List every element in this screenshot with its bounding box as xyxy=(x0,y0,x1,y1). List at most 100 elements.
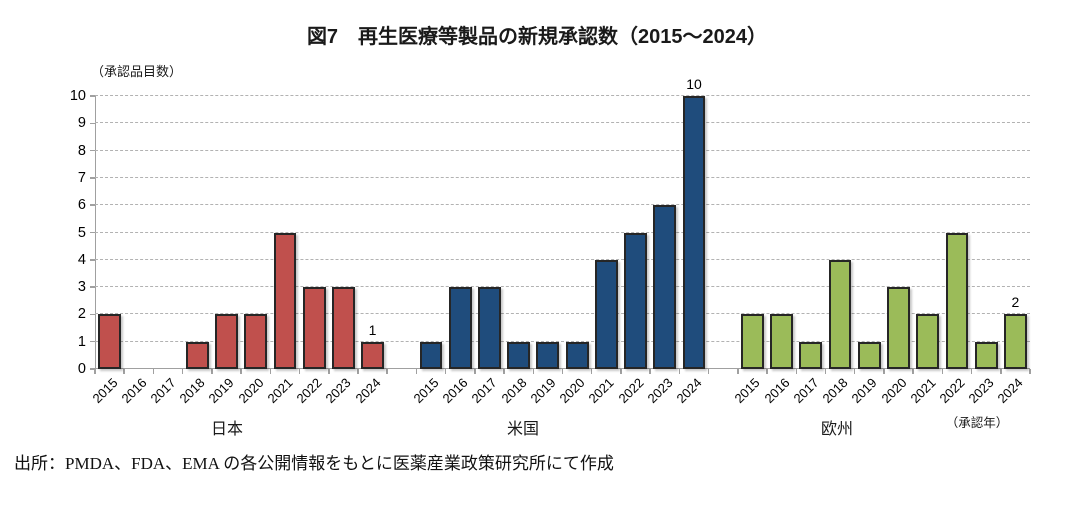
x-tick-mark xyxy=(795,369,797,374)
bar-usa-2020 xyxy=(565,341,589,369)
y-tick-label: 7 xyxy=(77,169,86,186)
bar-usa-2018 xyxy=(507,341,531,369)
gridline-y6 xyxy=(95,204,1030,206)
x-tick-mark xyxy=(1029,369,1031,374)
x-axis-line xyxy=(95,368,1030,369)
y-tick-label: 3 xyxy=(77,279,86,296)
gridline-y5 xyxy=(95,231,1030,233)
x-tick-mark xyxy=(94,369,96,374)
bar-usa-2022 xyxy=(624,232,647,369)
x-tick-mark xyxy=(620,369,622,374)
bar-europe-2017 xyxy=(799,341,823,369)
bar-europe-2021 xyxy=(916,314,940,369)
bar-europe-2023 xyxy=(974,341,998,369)
gridline-y7 xyxy=(95,176,1030,178)
gridline-y9 xyxy=(95,122,1030,124)
x-tick-mark xyxy=(649,369,651,374)
y-tick-mark xyxy=(90,313,95,316)
bar-usa-2021 xyxy=(594,259,618,369)
x-axis-category-labels: 2015 2016 2017 2018 2019 2020 2021 2022 2023 2024… xyxy=(89,371,1030,417)
x-tick-mark xyxy=(181,369,184,374)
bar-europe-2024 xyxy=(1003,314,1027,369)
x-tick-mark xyxy=(123,369,125,374)
x-tick-mark xyxy=(415,369,418,374)
y-tick-mark xyxy=(90,122,95,125)
x-tick-mark xyxy=(912,369,914,374)
group-label-europe: 欧州 xyxy=(820,421,854,438)
value-label-japan-2024: 1 xyxy=(368,321,377,338)
y-tick-mark xyxy=(90,259,95,261)
y-axis-tick-labels: 0 1 2 3 4 5 6 7 8 9 10 xyxy=(0,88,86,377)
bar-europe-2022 xyxy=(945,232,969,369)
bar-europe-2020 xyxy=(887,287,910,369)
x-tick-mark xyxy=(474,369,476,374)
x-tick-mark xyxy=(766,369,768,374)
plot-area: 1 10 2 xyxy=(90,76,1031,374)
x-tick-mark xyxy=(298,369,301,374)
x-tick-mark xyxy=(737,369,739,374)
bar-usa-2017 xyxy=(478,287,501,369)
y-tick-label: 2 xyxy=(77,306,86,323)
y-axis-line xyxy=(95,96,96,369)
y-tick-label: 10 xyxy=(69,88,86,104)
bar-europe-2019 xyxy=(857,341,881,369)
y-tick-mark xyxy=(90,231,95,234)
source-note: 出所：PMDA、FDA、EMA の各公開情報をもとに医薬産業政策研究所にて作成 xyxy=(14,454,614,473)
y-tick-mark xyxy=(90,149,95,152)
x-tick-mark xyxy=(590,369,593,374)
x-tick-mark xyxy=(152,369,155,374)
y-tick-mark xyxy=(90,286,95,288)
x-tick-mark xyxy=(970,369,973,374)
x-tick-mark xyxy=(503,369,505,374)
bar-europe-2015 xyxy=(741,314,764,369)
bar-japan-2022 xyxy=(302,287,326,369)
gridline-y8 xyxy=(95,149,1030,151)
y-tick-mark xyxy=(90,95,95,97)
group-label-usa: 米国 xyxy=(506,421,540,438)
bar-japan-2019 xyxy=(215,314,238,369)
y-tick-label: 1 xyxy=(77,333,86,350)
bar-japan-2018 xyxy=(185,341,209,369)
y-tick-label: 0 xyxy=(77,361,86,377)
bar-japan-2015 xyxy=(98,314,121,369)
x-tick-mark xyxy=(269,369,272,374)
x-tick-mark xyxy=(386,369,388,374)
y-tick-mark xyxy=(90,368,95,370)
gridline-y10 xyxy=(95,95,1030,96)
y-tick-label: 6 xyxy=(77,197,86,214)
bar-usa-2024 xyxy=(682,96,706,369)
x-tick-mark xyxy=(240,369,242,374)
x-tick-mark xyxy=(561,369,564,374)
gridline-y1 xyxy=(95,340,1030,342)
y-tick-mark xyxy=(90,340,95,343)
group-label-japan: 日本 xyxy=(210,421,244,438)
x-tick-mark xyxy=(444,369,447,374)
y-tick-mark xyxy=(90,204,95,206)
bar-japan-2021 xyxy=(273,232,297,369)
gridline-y2 xyxy=(95,313,1030,315)
x-tick-mark xyxy=(883,369,885,374)
chart-title: 図7 再生医療等製品の新規承認数（2015～2024） xyxy=(306,26,768,48)
bar-usa-2023 xyxy=(653,205,677,369)
x-tick-mark xyxy=(1000,369,1002,374)
x-tick-mark xyxy=(853,369,856,374)
y-tick-label: 9 xyxy=(77,115,86,132)
bar-usa-2019 xyxy=(536,341,560,369)
gridline-y4 xyxy=(95,258,1030,260)
y-tick-label: 8 xyxy=(77,142,86,159)
y-tick-label: 4 xyxy=(77,251,86,268)
bar-europe-2016 xyxy=(770,314,794,369)
x-tick-mark xyxy=(211,369,213,374)
x-tick-mark xyxy=(532,369,535,374)
x-axis-unit-label: （承認年） xyxy=(945,416,1009,430)
x-tick-mark xyxy=(941,369,944,374)
bar-japan-2023 xyxy=(331,287,355,369)
value-label-usa-2024: 10 xyxy=(686,76,702,92)
bar-usa-2016 xyxy=(448,287,472,369)
x-tick-mark xyxy=(357,369,359,374)
x-tick-mark xyxy=(824,369,827,374)
gridline-y3 xyxy=(95,286,1030,288)
bar-japan-2024 xyxy=(361,341,384,369)
bar-europe-2018 xyxy=(828,259,852,369)
